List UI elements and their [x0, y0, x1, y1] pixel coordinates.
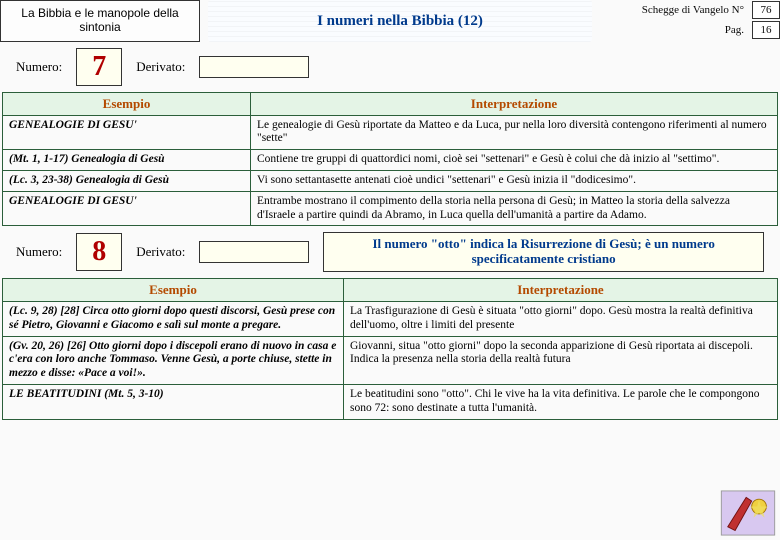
- numero-value-7: 7: [76, 48, 122, 86]
- table-row: GENEALOGIE DI GESU' Entrambe mostrano il…: [3, 191, 778, 226]
- table-8: Esempio Interpretazione (Lc. 9, 28) [28]…: [2, 278, 778, 419]
- derivato-label: Derivato:: [136, 59, 185, 75]
- tuning-title: La Bibbia e le manopole della sintonia: [0, 0, 200, 42]
- page-label: Pag.: [600, 24, 748, 36]
- cell-int: Vi sono settantasette antenati cioè undi…: [251, 170, 778, 191]
- col-interpretazione: Interpretazione: [251, 93, 778, 116]
- table-row: (Lc. 3, 23-38) Genealogia di Gesù Vi son…: [3, 170, 778, 191]
- col-interpretazione: Interpretazione: [344, 279, 778, 302]
- cell-ex: GENEALOGIE DI GESU': [3, 191, 251, 226]
- number-row-8: Numero: 8 Derivato: Il numero "otto" ind…: [0, 226, 780, 278]
- numero-value-8: 8: [76, 233, 122, 271]
- number-row-7: Numero: 7 Derivato:: [0, 42, 780, 92]
- cell-int: Le beatitudini sono "otto". Chi le vive …: [344, 384, 778, 419]
- otto-note: Il numero "otto" indica la Risurrezione …: [323, 232, 764, 272]
- table-row: LE BEATITUDINI (Mt. 5, 3-10) Le beatitud…: [3, 384, 778, 419]
- logo-icon: [720, 490, 776, 536]
- cell-int: La Trasfigurazione di Gesù è situata "ot…: [344, 301, 778, 336]
- numero-label: Numero:: [16, 244, 62, 260]
- cell-int: Contiene tre gruppi di quattordici nomi,…: [251, 150, 778, 171]
- cell-ex: GENEALOGIE DI GESU': [3, 115, 251, 150]
- cell-int: Le genealogie di Gesù riportate da Matte…: [251, 115, 778, 150]
- cell-ex: (Mt. 1, 1-17) Genealogia di Gesù: [3, 150, 251, 171]
- col-esempio: Esempio: [3, 93, 251, 116]
- page-title: I numeri nella Bibbia (12): [208, 0, 592, 42]
- page-meta: Schegge di Vangelo N° 76 Pag. 16: [600, 0, 780, 42]
- series-label: Schegge di Vangelo N°: [600, 4, 748, 16]
- numero-label: Numero:: [16, 59, 62, 75]
- table-row: GENEALOGIE DI GESU' Le genealogie di Ges…: [3, 115, 778, 150]
- cell-ex: (Lc. 3, 23-38) Genealogia di Gesù: [3, 170, 251, 191]
- cell-ex: (Gv. 20, 26) [26] Otto giorni dopo i dis…: [3, 336, 344, 384]
- cell-ex: LE BEATITUDINI (Mt. 5, 3-10): [3, 384, 344, 419]
- series-number: 76: [752, 1, 780, 19]
- table-row: (Lc. 9, 28) [28] Circa otto giorni dopo …: [3, 301, 778, 336]
- table-row: (Mt. 1, 1-17) Genealogia di Gesù Contien…: [3, 150, 778, 171]
- cell-ex: (Lc. 9, 28) [28] Circa otto giorni dopo …: [3, 301, 344, 336]
- page-number: 16: [752, 21, 780, 39]
- derivato-value: [199, 241, 309, 263]
- derivato-value: [199, 56, 309, 78]
- table-7: Esempio Interpretazione GENEALOGIE DI GE…: [2, 92, 778, 226]
- col-esempio: Esempio: [3, 279, 344, 302]
- cell-int: Giovanni, situa "otto giorni" dopo la se…: [344, 336, 778, 384]
- cell-int: Entrambe mostrano il compimento della st…: [251, 191, 778, 226]
- derivato-label: Derivato:: [136, 244, 185, 260]
- table-row: (Gv. 20, 26) [26] Otto giorni dopo i dis…: [3, 336, 778, 384]
